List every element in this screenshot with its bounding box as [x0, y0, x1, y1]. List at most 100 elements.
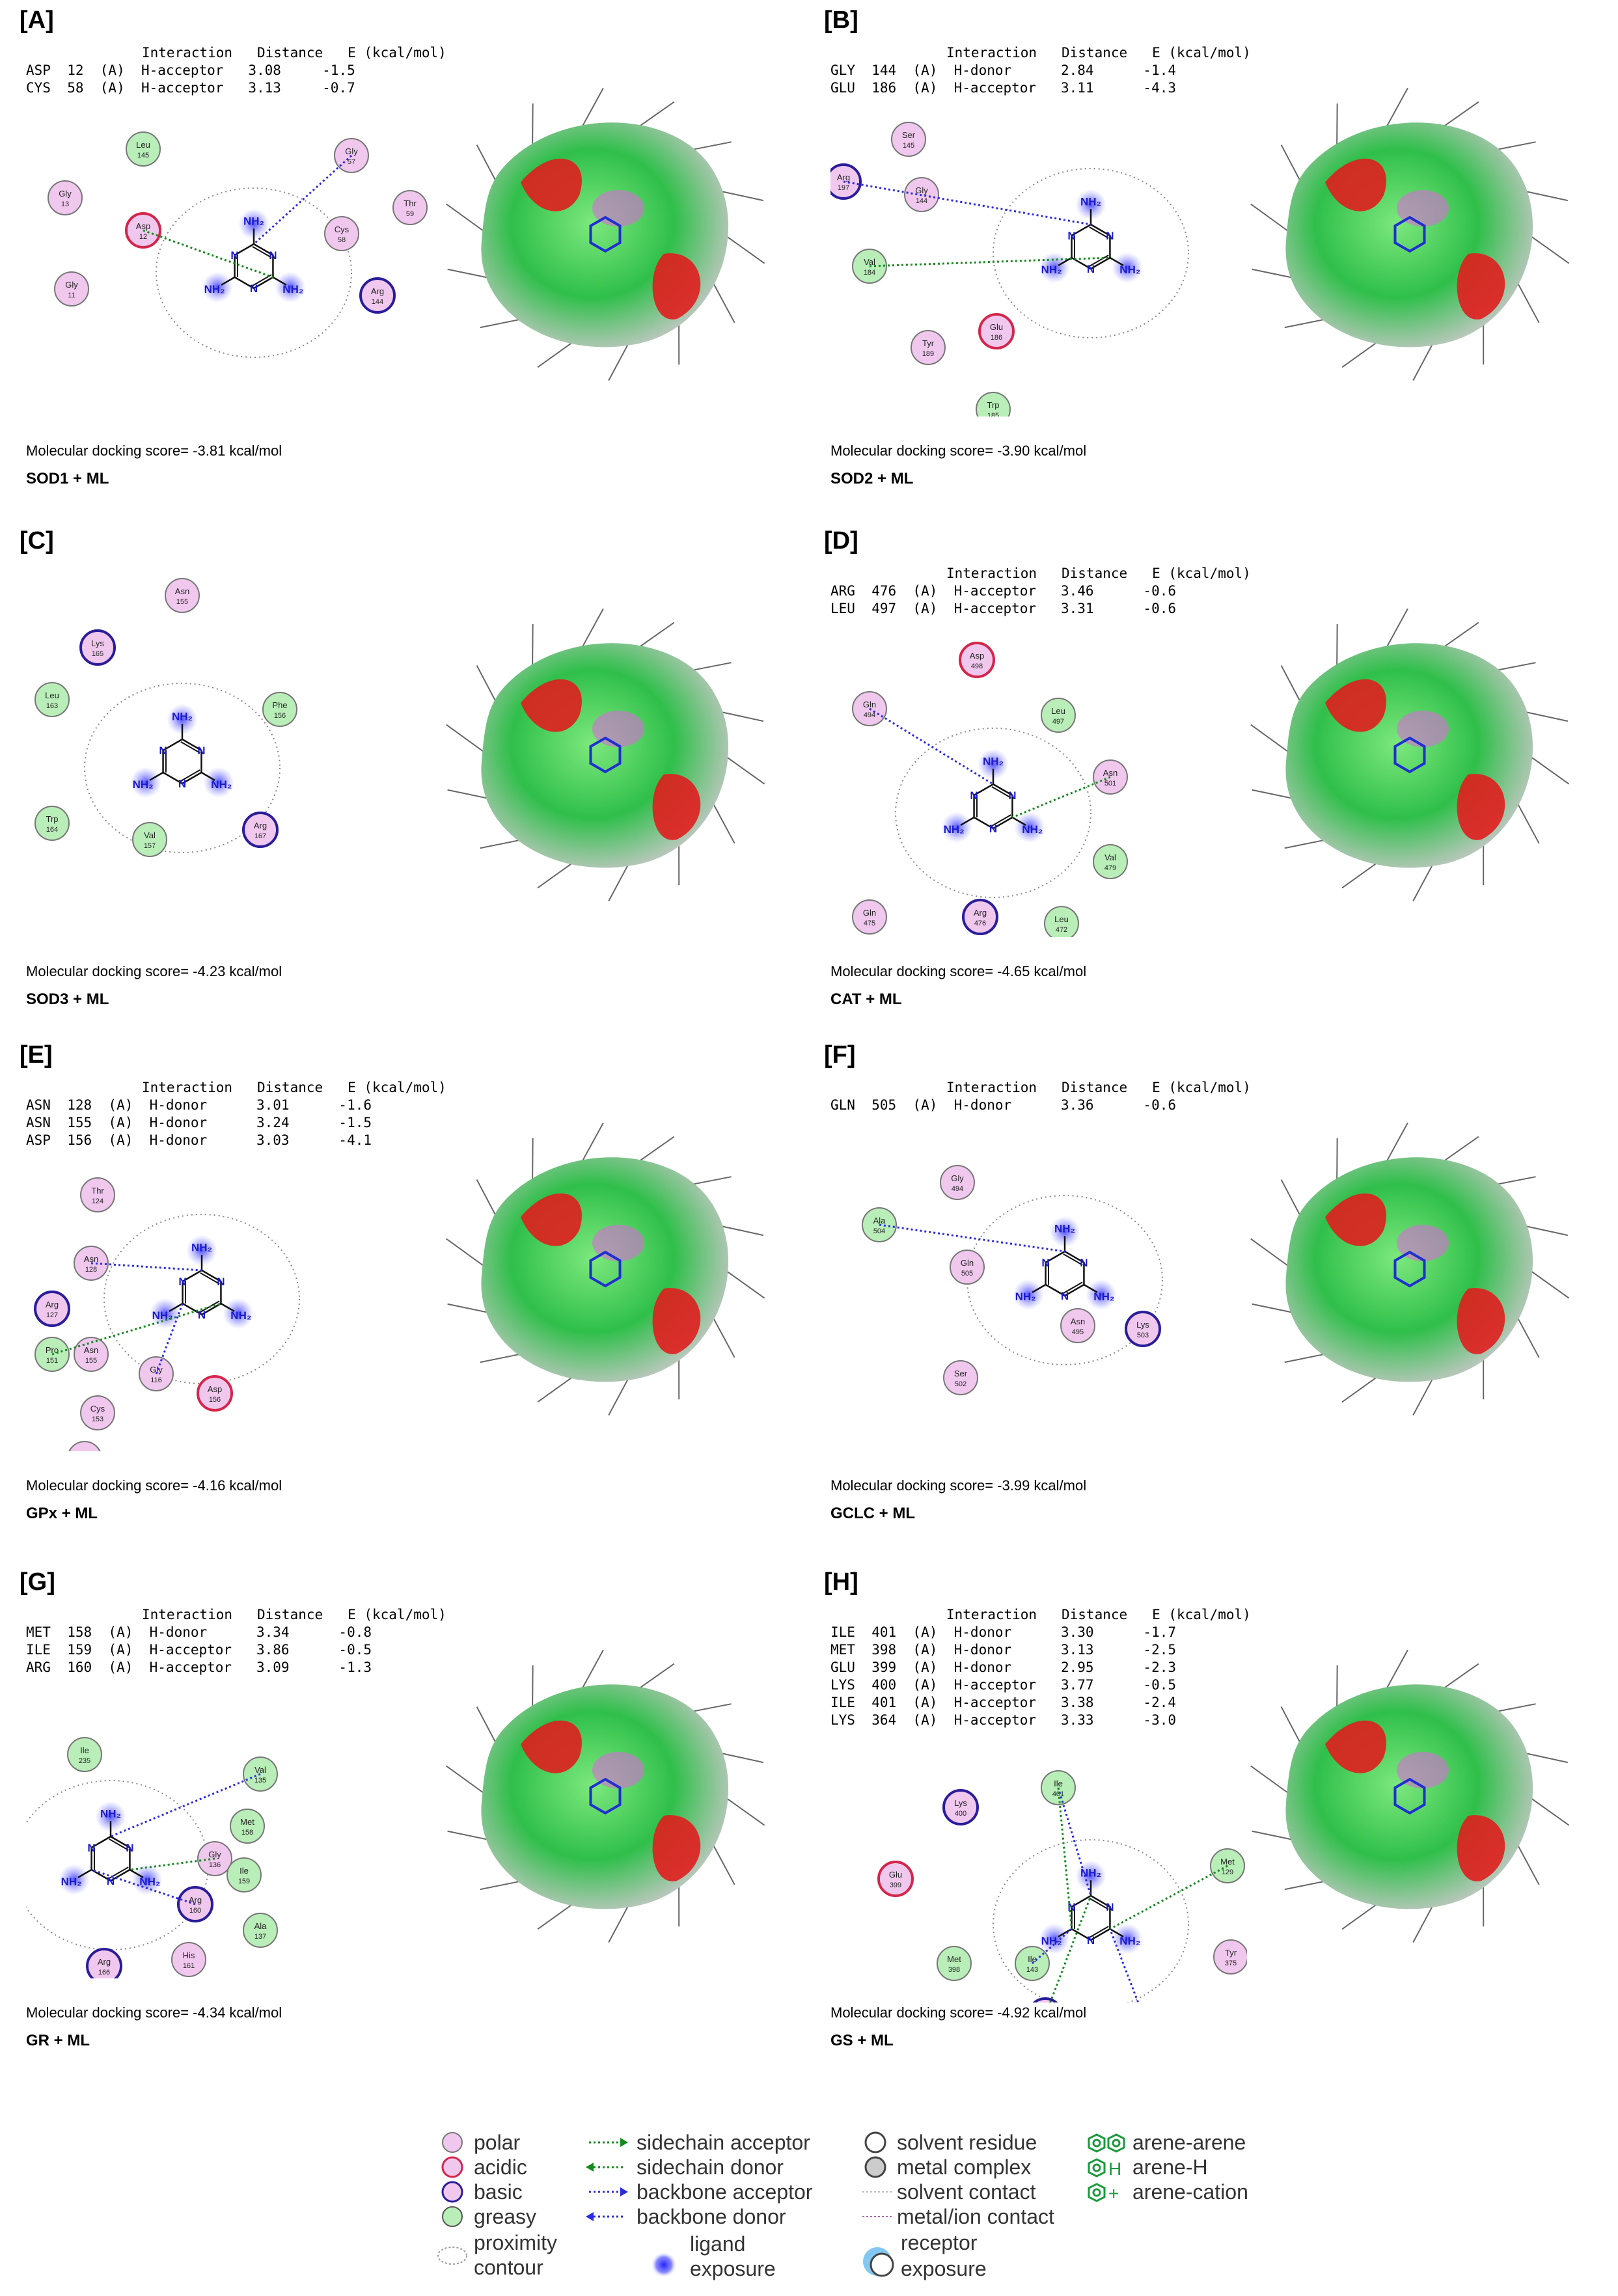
svg-text:128: 128	[85, 1266, 97, 1274]
hbond-arrow	[90, 1262, 202, 1272]
svg-text:157: 157	[144, 842, 156, 850]
interaction-row: ARG 476 (A) H-acceptor 3.46 -0.6	[830, 583, 1177, 599]
svg-text:144: 144	[916, 197, 927, 205]
legend: H + polar acidic basic greasy proximity …	[430, 2128, 1302, 2291]
svg-text:Gln: Gln	[863, 700, 876, 709]
svg-text:NH₂: NH₂	[152, 1309, 173, 1322]
legend-arene-arene: arene-arene	[1132, 2131, 1246, 2154]
legend-contour: contour	[474, 2256, 543, 2279]
protein-surface	[481, 643, 729, 868]
ligand-triazine: N N N NH₂ NH₂ NH₂	[1039, 189, 1143, 284]
complex-name: SOD3 + ML	[26, 991, 109, 1008]
svg-text:NH₂: NH₂	[211, 778, 232, 791]
svg-text:NH₂: NH₂	[983, 755, 1004, 767]
legend-arene-cation: arene-cation	[1132, 2180, 1248, 2204]
panel-label: [F]	[824, 1041, 856, 1069]
residue-glu-399: Glu 399	[877, 1861, 914, 1897]
svg-text:Asn: Asn	[77, 1449, 92, 1451]
svg-text:189: 189	[922, 350, 934, 358]
interaction-diagram-D: N N N NH₂ NH₂ NH₂ Asp 498 Gln 494 Leu 497 Asn 501 Val 4…	[852, 642, 1128, 941]
residue-cys-58: Cys 58	[324, 216, 359, 251]
svg-text:Arg: Arg	[974, 908, 987, 918]
ligand-sticks	[1393, 215, 1426, 253]
interaction-table-header: Interaction Distance E (kcal/mol)	[946, 1607, 1251, 1622]
residue-asn-495: Asn 495	[1060, 1308, 1095, 1343]
ligand-triazine: N N N NH₂ NH₂ NH₂	[130, 704, 234, 799]
panel-h: [H] Interaction Distance E (kcal/mol) ILE …	[824, 1568, 1605, 2076]
hbond-arrow	[1057, 1787, 1092, 1896]
svg-text:Gly: Gly	[150, 1365, 163, 1374]
complex-name: GPx + ML	[26, 1505, 98, 1522]
svg-text:N: N	[197, 745, 205, 757]
docking-pose-surface	[436, 1087, 775, 1455]
surface-render-E	[446, 1122, 765, 1416]
svg-text:156: 156	[274, 712, 286, 720]
svg-text:186: 186	[991, 334, 1002, 342]
legend-proximity: proximity	[474, 2231, 558, 2254]
svg-text:N: N	[1008, 789, 1016, 802]
svg-text:N: N	[159, 745, 167, 757]
proximity-contour	[967, 1195, 1163, 1365]
svg-text:Asn: Asn	[84, 1345, 98, 1355]
ligand-interaction-diagram: N N N NH₂ NH₂ NH₂ Ile 235 Val 135 Met 158 Gly 136 Ile 1…	[12, 1689, 443, 1984]
panel-label: [H]	[824, 1568, 858, 1596]
legend-receptor: receptor	[901, 2231, 978, 2254]
svg-text:Asp: Asp	[136, 221, 150, 231]
svg-text:N: N	[178, 778, 186, 790]
svg-text:Gln: Gln	[961, 1258, 974, 1268]
docking-score: Molecular docking score= -4.92 kcal/mol	[830, 2004, 1087, 2021]
svg-text:505: 505	[961, 1270, 973, 1278]
hbond-arrow	[1057, 1787, 1073, 1930]
ligand-interaction-diagram: N N N NH₂ NH₂ NH₂ Leu 145 Gly 57 Gly 13 Asp 12 Cys 58 Th…	[26, 110, 443, 420]
svg-text:124: 124	[92, 1197, 103, 1205]
svg-text:400: 400	[955, 1810, 967, 1818]
residue-ile-235: Ile 235	[67, 1737, 102, 1772]
hbond-arrow	[1011, 776, 1111, 819]
svg-text:N: N	[230, 249, 238, 262]
svg-text:NH₂: NH₂	[1041, 1935, 1062, 1947]
residue-arg-160: Arg 160	[177, 1886, 213, 1922]
residue-trp-164: Trp 164	[34, 806, 70, 841]
residue-leu-163: Leu 163	[34, 682, 70, 717]
interaction-table-header: Interaction Distance E (kcal/mol)	[142, 1080, 446, 1095]
legend-solvent-contact: solvent contact	[897, 2180, 1036, 2204]
surface-render-F	[1250, 1122, 1570, 1416]
svg-text:151: 151	[46, 1357, 58, 1365]
interaction-table: Interaction Distance E (kcal/mol) MET 158…	[26, 1606, 446, 1676]
panel-label: [A]	[20, 7, 54, 34]
hbond-arrow	[51, 1302, 221, 1356]
complex-name: GR + ML	[26, 2032, 90, 2049]
hbond-arrow	[869, 256, 1110, 267]
svg-text:NH₂: NH₂	[944, 823, 965, 836]
legend-arene-h: arene-H	[1132, 2155, 1208, 2179]
svg-text:13: 13	[61, 200, 69, 208]
svg-text:Phe: Phe	[272, 700, 287, 710]
svg-text:NH₂: NH₂	[1093, 1291, 1114, 1303]
surface-render-A	[446, 87, 765, 381]
residue-arg-476: Arg 476	[962, 899, 998, 935]
protein-surface	[1285, 643, 1533, 868]
svg-text:135: 135	[254, 1777, 266, 1784]
svg-text:NH₂: NH₂	[204, 283, 225, 295]
svg-text:NH₂: NH₂	[139, 1876, 160, 1888]
interaction-table: Interaction Distance E (kcal/mol) GLN 505…	[830, 1079, 1251, 1114]
svg-text:His: His	[183, 1950, 195, 1960]
svg-text:399: 399	[890, 1881, 901, 1889]
residue-his-161: His 161	[171, 1942, 206, 1977]
residue-met-398: Met 398	[937, 1946, 972, 1981]
residue-arg-127: Arg 127	[34, 1291, 70, 1327]
svg-text:NH₂: NH₂	[1080, 1866, 1101, 1879]
interaction-row: MET 158 (A) H-donor 3.34 -0.8	[26, 1624, 372, 1640]
panel-c: [C] N N N NH₂ NH₂ NH₂ Asn 155 Lys 165 Leu 163 Phe 156 T…	[20, 527, 801, 1035]
svg-text:Gly: Gly	[915, 185, 928, 195]
residue-trp-185: Trp 185	[976, 392, 1011, 427]
svg-text:Trp: Trp	[46, 814, 58, 824]
hbond-arrow	[130, 1857, 215, 1871]
svg-text:Arg: Arg	[371, 286, 384, 296]
residue-tyr-375: Tyr 375	[1213, 1939, 1248, 1975]
surface-render-D	[1250, 608, 1570, 902]
svg-text:11: 11	[68, 292, 75, 299]
svg-text:129: 129	[1222, 1868, 1233, 1876]
svg-text:495: 495	[1072, 1328, 1084, 1336]
